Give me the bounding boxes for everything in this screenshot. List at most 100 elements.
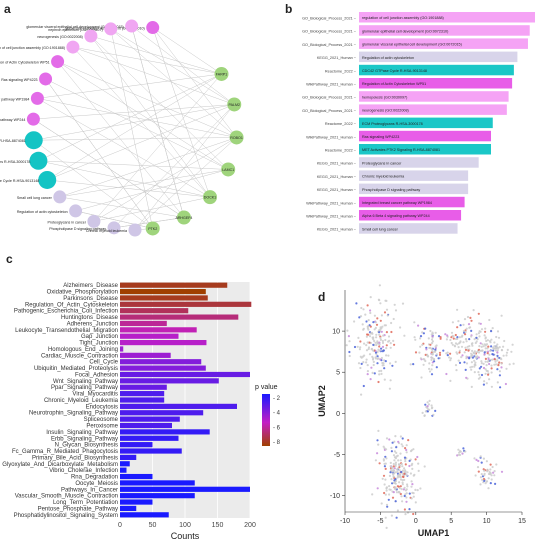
umap-point bbox=[461, 354, 464, 357]
umap-point bbox=[372, 363, 375, 367]
umap-point bbox=[485, 343, 489, 346]
umap-point bbox=[365, 344, 368, 347]
umap-point bbox=[384, 324, 387, 327]
pathway-node-label: Chronic myeloid leukemia bbox=[86, 229, 127, 233]
network-edge bbox=[93, 137, 237, 222]
umap-point bbox=[468, 338, 471, 341]
umap-point bbox=[483, 472, 486, 475]
umap-point bbox=[472, 351, 475, 355]
umap-point bbox=[470, 385, 473, 388]
umap-point bbox=[426, 354, 429, 357]
umap-point bbox=[370, 366, 373, 369]
umap-point bbox=[471, 342, 474, 345]
umap-point bbox=[431, 340, 434, 343]
umap-point bbox=[367, 328, 370, 331]
network-edge bbox=[113, 104, 235, 228]
umap-point bbox=[373, 314, 376, 317]
umap-point bbox=[478, 330, 481, 333]
umap-point bbox=[368, 353, 372, 356]
umap-point bbox=[470, 352, 473, 355]
umap-point bbox=[469, 316, 472, 319]
umap-point bbox=[405, 488, 408, 491]
umap-point bbox=[465, 340, 468, 343]
network-edge bbox=[38, 73, 222, 162]
umap-point bbox=[477, 351, 481, 354]
umap-point bbox=[387, 498, 390, 501]
pathway-node-label: Alpha 6 Beta 4 signaling pathway WP244 bbox=[0, 118, 25, 122]
umap-point bbox=[479, 342, 482, 345]
gene-node bbox=[203, 190, 218, 205]
enrichment-bar bbox=[359, 170, 469, 181]
umap-point bbox=[488, 353, 491, 356]
x-tick-label: 15 bbox=[518, 518, 526, 525]
umap-point bbox=[460, 345, 464, 348]
umap-point bbox=[459, 340, 462, 343]
umap-point bbox=[383, 491, 386, 495]
umap-point bbox=[388, 485, 391, 488]
umap-point bbox=[394, 309, 398, 312]
umap-point bbox=[385, 331, 388, 334]
umap-point bbox=[488, 378, 491, 381]
enrichment-bar bbox=[359, 223, 458, 234]
umap-point bbox=[356, 345, 359, 348]
umap-point bbox=[383, 367, 386, 370]
pathway-node-label: Regulation of Actin Cytoskeleton WP51 bbox=[0, 61, 50, 65]
umap-point bbox=[404, 447, 407, 450]
umap-point bbox=[489, 482, 492, 485]
network-edge bbox=[72, 46, 211, 198]
enrichment-source: KEGG_2021_Human ~ bbox=[317, 162, 357, 166]
umap-point bbox=[490, 330, 493, 333]
umap-point bbox=[456, 352, 459, 355]
umap-point bbox=[489, 341, 492, 344]
umap-point bbox=[483, 380, 486, 383]
umap-point bbox=[491, 465, 494, 469]
pathway-node-label: regulation of cell junction assembly (GO… bbox=[0, 46, 65, 50]
umap-point bbox=[505, 351, 509, 354]
umap-point bbox=[487, 477, 490, 480]
umap-point bbox=[409, 472, 412, 475]
umap-point bbox=[463, 361, 466, 364]
umap-point bbox=[477, 371, 480, 374]
umap-point bbox=[378, 370, 381, 373]
umap-point bbox=[353, 345, 357, 349]
pathway-node bbox=[39, 72, 53, 86]
umap-point bbox=[486, 347, 489, 350]
gene-node bbox=[176, 210, 191, 225]
umap-point bbox=[384, 360, 387, 363]
category-label: Insulin_Signaling_Pathway bbox=[46, 430, 118, 436]
category-label: Cardiac_Muscle_Contraction bbox=[41, 353, 118, 359]
umap-scatter: -10 -5 0 5 10 15 -10 -5 0 5 10 UMAP1 UMAP2 bbox=[317, 284, 526, 538]
network-edges bbox=[33, 25, 237, 231]
umap-point bbox=[404, 463, 407, 466]
umap-point bbox=[405, 496, 408, 499]
panel-b: b GO_Biological_Process_2021 ~ regulation… bbox=[275, 0, 550, 250]
umap-point bbox=[395, 451, 398, 454]
network-edge bbox=[33, 137, 237, 141]
umap-point bbox=[383, 359, 386, 362]
umap-point bbox=[414, 458, 417, 461]
umap-point bbox=[394, 500, 397, 503]
umap-point bbox=[445, 338, 448, 341]
umap-point bbox=[473, 363, 476, 366]
umap-point bbox=[385, 489, 388, 492]
umap-point bbox=[483, 343, 486, 346]
enrichment-source: Reactome_2022 ~ bbox=[325, 122, 357, 126]
y-tick-label: -5 bbox=[334, 452, 340, 459]
umap-point bbox=[390, 478, 393, 481]
umap-point bbox=[428, 367, 431, 370]
umap-point bbox=[365, 358, 368, 361]
umap-point bbox=[414, 351, 418, 354]
umap-point bbox=[384, 338, 387, 342]
count-bar bbox=[120, 403, 237, 409]
category-label: Oocyte_Meiosis bbox=[75, 481, 118, 487]
umap-point bbox=[462, 329, 465, 333]
count-bar bbox=[120, 346, 124, 352]
umap-point bbox=[378, 284, 381, 287]
umap-point bbox=[410, 497, 413, 500]
umap-point bbox=[477, 332, 480, 335]
umap-point bbox=[473, 359, 476, 362]
umap-point bbox=[449, 357, 453, 360]
umap-point bbox=[431, 364, 434, 367]
umap-point bbox=[379, 336, 382, 340]
y-tick-label: 10 bbox=[332, 329, 340, 336]
